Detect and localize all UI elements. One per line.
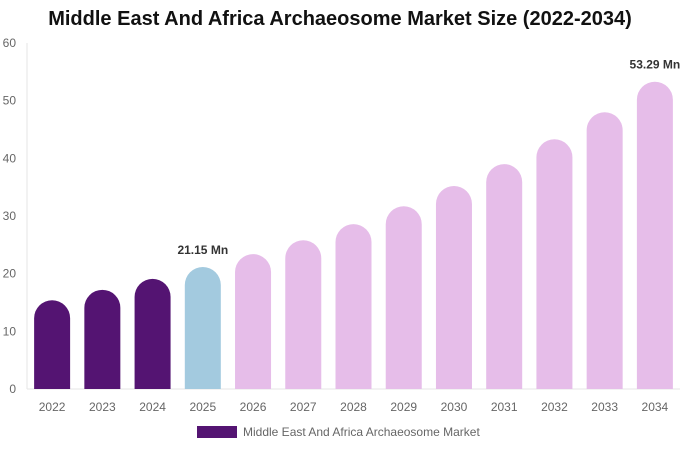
y-tick-label: 10: [3, 324, 17, 338]
bar-2024: [134, 278, 171, 389]
bar-2033: [586, 112, 623, 389]
bar-2022: [34, 300, 71, 389]
y-tick-label: 0: [9, 382, 16, 396]
bar-2028: [335, 224, 372, 389]
x-tick-label: 2022: [39, 400, 66, 414]
bar-2031: [486, 164, 523, 389]
y-tick-label: 20: [3, 267, 17, 281]
legend-label: Middle East And Africa Archaeosome Marke…: [243, 425, 480, 439]
x-tick-label: 2024: [139, 400, 166, 414]
x-tick-label: 2025: [189, 400, 216, 414]
bar-2026: [235, 254, 272, 389]
x-tick-label: 2032: [541, 400, 568, 414]
x-tick-label: 2029: [390, 400, 417, 414]
bar-2023: [84, 289, 121, 389]
x-tick-label: 2033: [591, 400, 618, 414]
data-label: 53.29 Mn: [630, 58, 680, 72]
y-tick-label: 30: [3, 209, 17, 223]
legend: Middle East And Africa Archaeosome Marke…: [197, 425, 480, 439]
x-tick-label: 2031: [491, 400, 518, 414]
x-tick-label: 2034: [642, 400, 669, 414]
x-tick-label: 2023: [89, 400, 116, 414]
x-tick-label: 2030: [441, 400, 468, 414]
bar-2029: [385, 206, 422, 389]
bar-2030: [435, 186, 472, 389]
x-tick-label: 2028: [340, 400, 367, 414]
x-tick-label: 2026: [240, 400, 267, 414]
y-tick-label: 40: [3, 151, 17, 165]
y-tick-label: 60: [3, 36, 17, 50]
bar-2034: [636, 81, 673, 389]
bar-2025: [184, 267, 221, 389]
bar-2027: [285, 240, 322, 389]
x-tick-label: 2027: [290, 400, 317, 414]
bar-2032: [536, 139, 573, 389]
legend-swatch: [197, 426, 237, 438]
data-label: 21.15 Mn: [177, 243, 228, 257]
y-tick-label: 50: [3, 94, 17, 108]
chart-title: Middle East And Africa Archaeosome Marke…: [48, 8, 632, 30]
